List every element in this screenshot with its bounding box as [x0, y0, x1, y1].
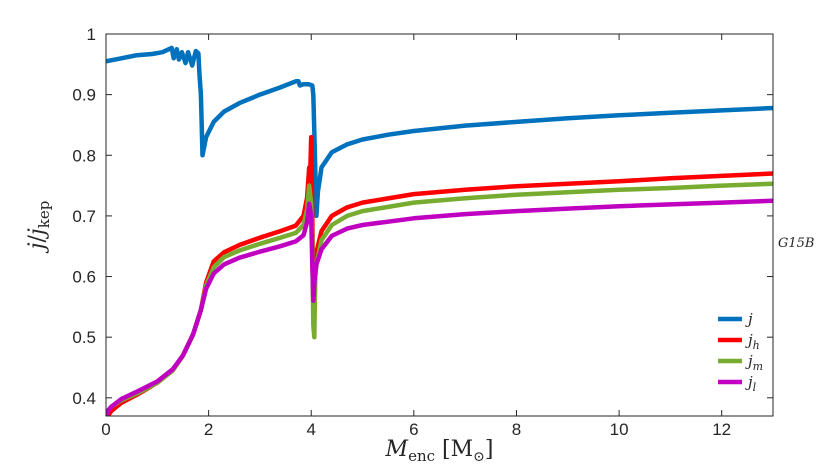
y-axis-label: j/jkep [25, 201, 53, 255]
x-tick-label: 0 [101, 420, 110, 439]
legend-label-main: j [745, 310, 753, 328]
x-axis-label-unit: [M [435, 437, 473, 462]
legend-label-main: j [745, 352, 753, 370]
y-axis-label-num: j [25, 242, 50, 254]
x-tick-label: 2 [204, 420, 213, 439]
axes-box [105, 33, 774, 417]
x-axis-label-unit-close: ] [485, 437, 494, 462]
series-line-1 [106, 45, 773, 219]
y-axis-label-sub: kep [35, 201, 53, 229]
legend-label-main: j [745, 373, 753, 391]
x-axis-label-symbol: M [385, 437, 409, 462]
annotation-g15b: G15B [778, 236, 814, 251]
legend-label-sub: h [753, 339, 760, 352]
x-tick-label: 4 [306, 420, 315, 439]
x-axis-label: Menc [M⊙] [385, 437, 494, 465]
y-tick-label: 0.4 [72, 389, 96, 408]
x-axis-label-sub: enc [408, 447, 435, 465]
legend-label-sub: m [753, 360, 763, 373]
y-tick-label: 0.9 [72, 86, 96, 105]
series-line-4 [106, 198, 773, 416]
x-tick-label: 8 [512, 420, 521, 439]
legend-label: jm [745, 352, 763, 373]
x-axis-label-unit-sub: ⊙ [473, 449, 485, 465]
y-tick-label: 0.7 [72, 207, 96, 226]
series-line-2 [106, 134, 773, 416]
y-tick-label: 0.8 [72, 146, 96, 165]
series-layer [106, 45, 773, 416]
legend-label: j [745, 310, 753, 328]
legend-label-main: j [745, 331, 753, 349]
tick-layer: 0 2 4 6 8 10 12 0.4 0.5 0.6 0.7 0.8 0.9 1 [72, 25, 773, 439]
y-tick-label: 0.6 [72, 268, 96, 287]
legend-label-sub: l [753, 381, 757, 394]
y-tick-label: 0.5 [72, 328, 96, 347]
x-tick-label: 6 [409, 420, 418, 439]
legend-label: jl [745, 373, 757, 394]
y-tick-label: 1 [87, 25, 96, 44]
y-axis-label-slash: / [25, 235, 50, 243]
x-tick-label: 10 [610, 420, 629, 439]
x-tick-label: 12 [712, 420, 731, 439]
legend-label: jh [745, 331, 760, 352]
